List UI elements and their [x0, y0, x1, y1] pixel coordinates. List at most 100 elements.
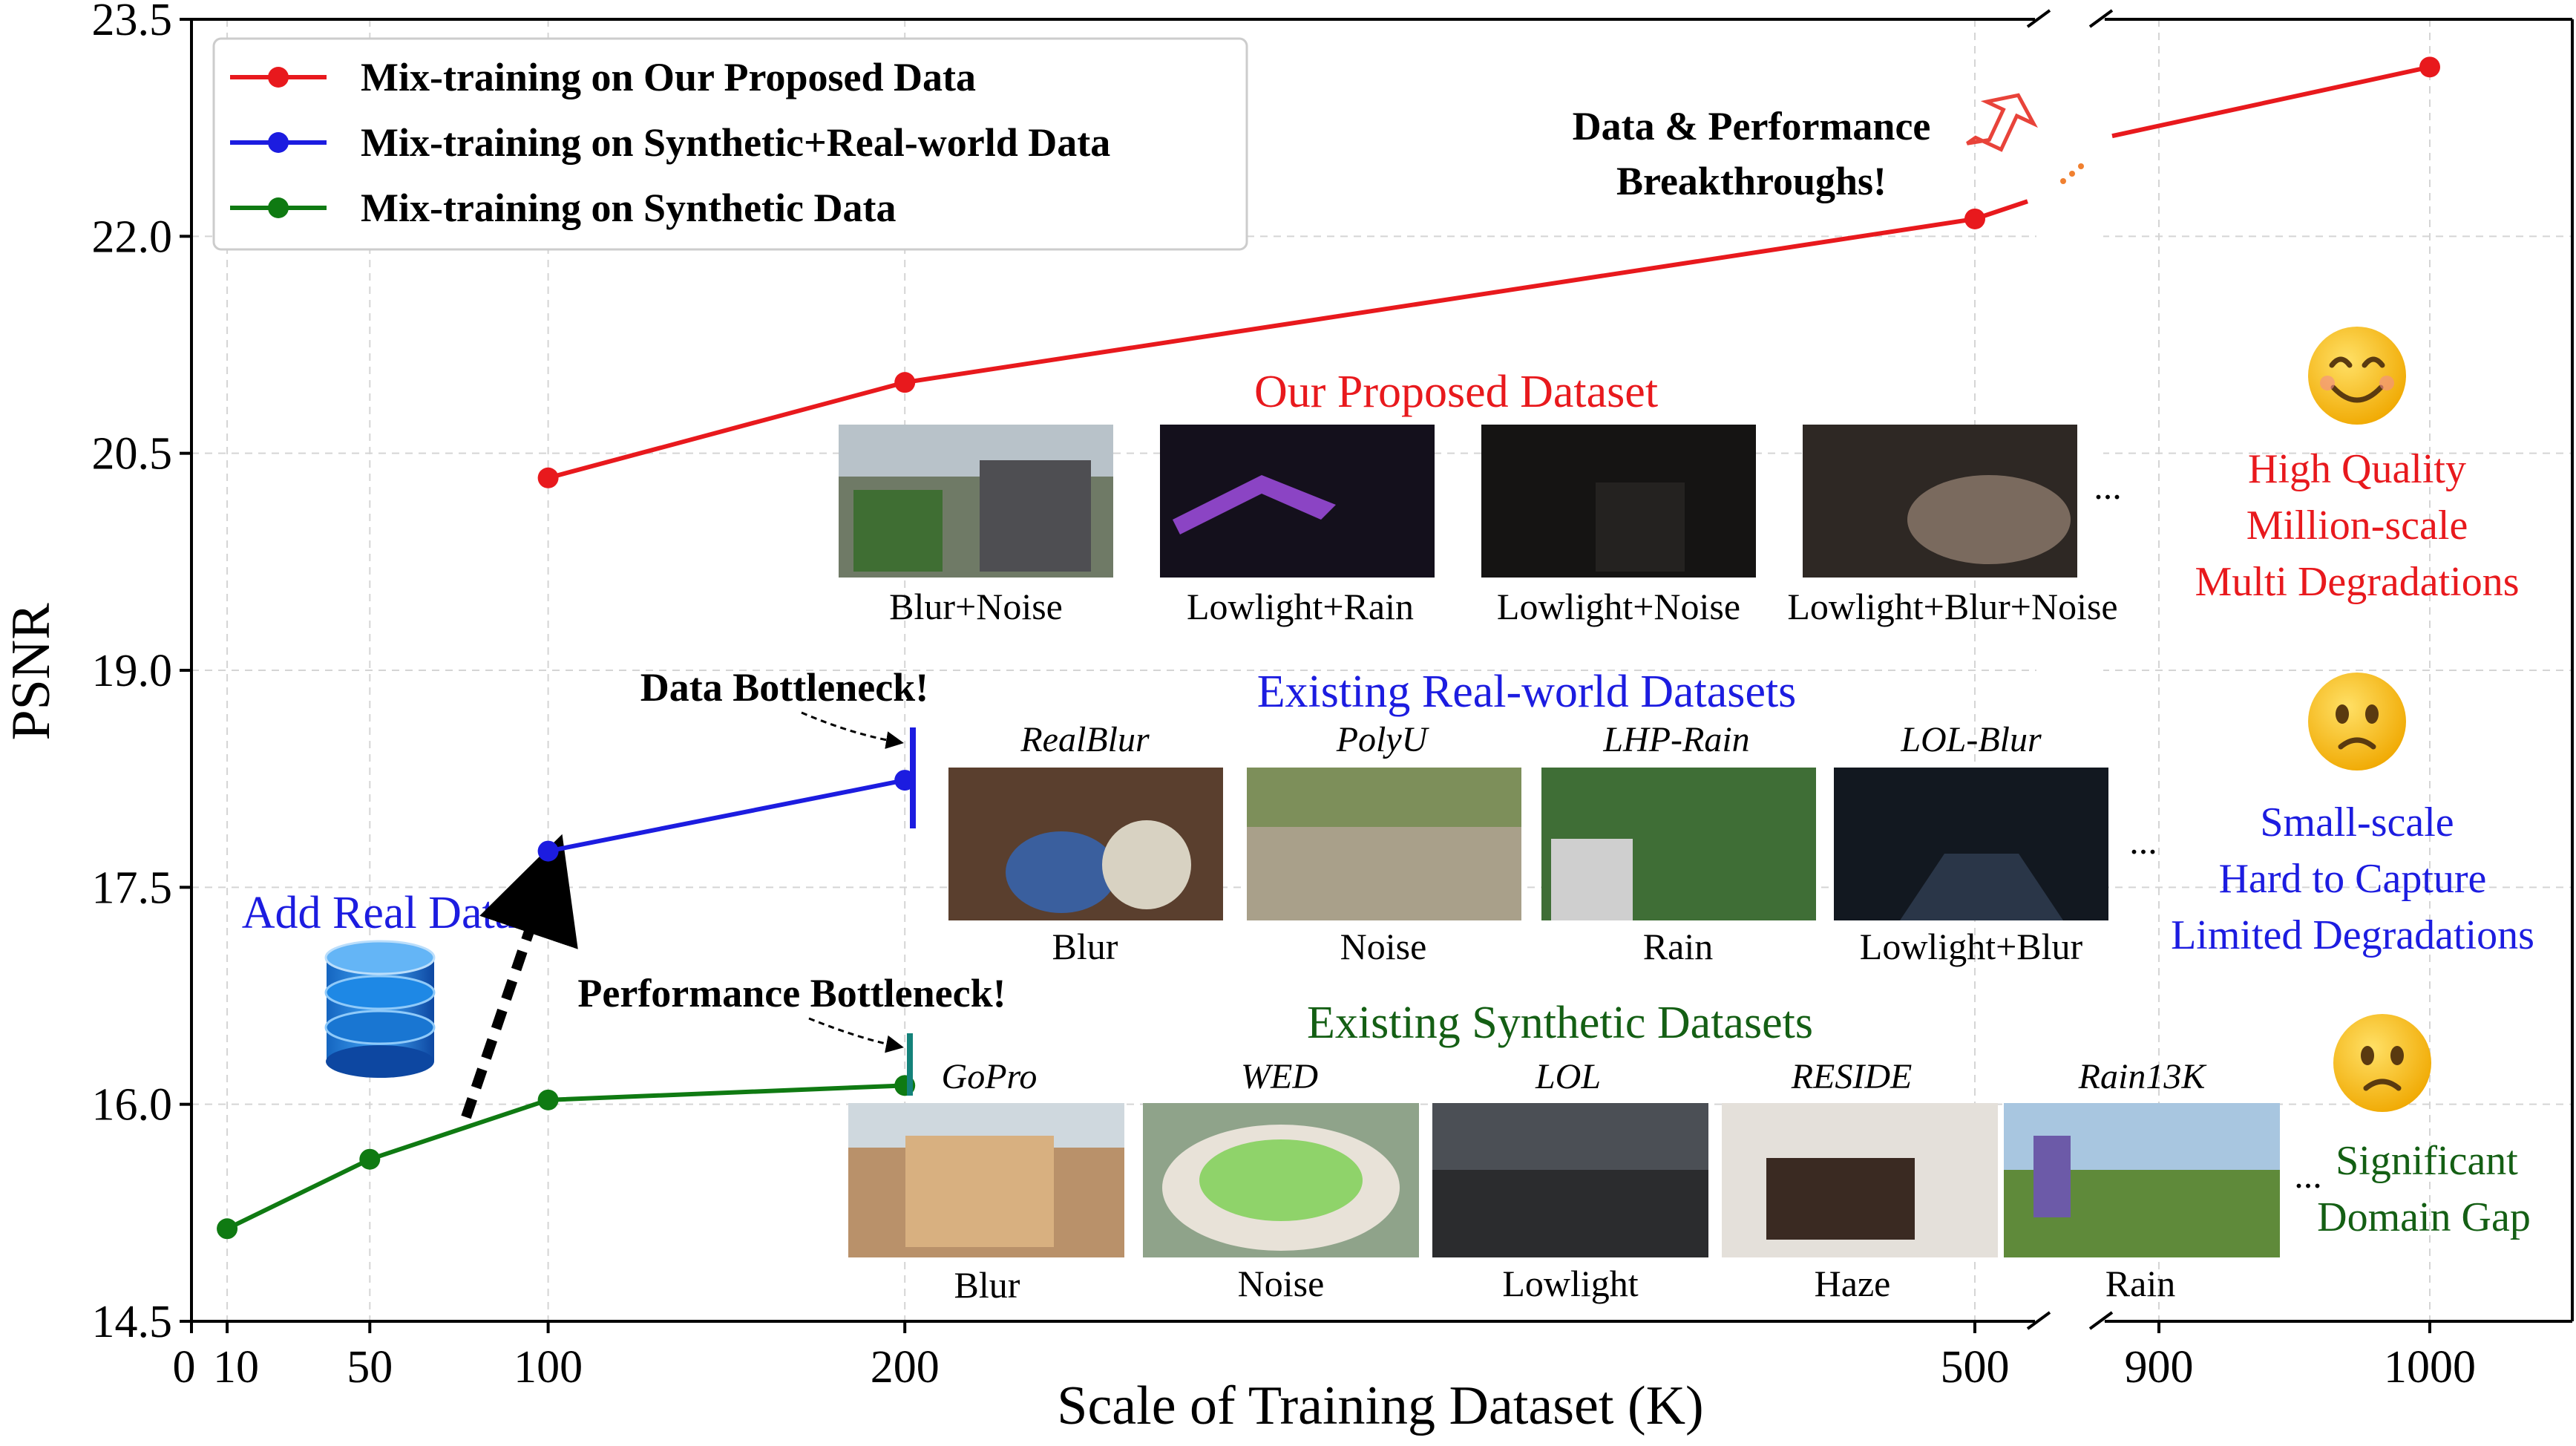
y-ticks: 14.5 16.0 17.5 19.0 20.5 22.0 23.5	[92, 0, 191, 1347]
y-tick-label-3: 19.0	[92, 646, 173, 696]
x-tick-label-2: 50	[347, 1342, 393, 1393]
x-tick-label-0: 0	[173, 1342, 196, 1393]
axis-break-slash-0	[2026, 9, 2051, 28]
y-axis-title: PSNR	[1, 603, 62, 741]
series-layer	[217, 56, 2440, 1240]
x-ticks: 0 10 50 100 200 500 900 1000	[173, 1321, 2476, 1393]
syn-caption-5: Rain	[2105, 1263, 2175, 1304]
x-tick-label-3: 100	[514, 1342, 583, 1393]
series-line-2	[226, 1083, 905, 1231]
legend-marker-2	[268, 197, 289, 218]
legend-marker-0	[268, 67, 289, 88]
real-note-3: Limited Degradations	[2171, 912, 2534, 958]
series-line-1	[548, 778, 905, 854]
series-0-point-0	[537, 467, 559, 488]
real-caption-4: Lowlight+Blur	[1860, 926, 2083, 967]
real-name-3: LHP-Rain	[1602, 720, 1749, 759]
x-tick-label-7: 1000	[2384, 1342, 2476, 1393]
syn-name-5: Rain13K	[2078, 1057, 2208, 1096]
legend-label-0: Mix-training on Our Proposed Data	[361, 55, 976, 99]
syn-caption-1: Blur	[954, 1264, 1020, 1306]
syn-ellipsis: ...	[2294, 1154, 2322, 1196]
proposed-caption-3: Lowlight+Noise	[1497, 586, 1740, 627]
breakthrough-line-1: Data & Performance	[1573, 104, 1931, 148]
y-tick-label-5: 22.0	[92, 212, 173, 262]
add-real-data-arrow	[461, 834, 578, 1119]
smile-emoji-icon	[2308, 327, 2406, 425]
series-line-0-b	[2111, 65, 2431, 139]
axis-break-slash-2	[2026, 1311, 2051, 1330]
syn-caption-4: Haze	[1815, 1263, 1891, 1304]
breakthrough-arrow-icon	[1966, 93, 2038, 152]
series-2-point-2	[537, 1089, 559, 1110]
series-0-point-1	[894, 372, 916, 393]
legend-label-2: Mix-training on Synthetic Data	[361, 186, 897, 230]
annotations: Data & Performance Breakthroughs! Data B…	[242, 93, 2038, 1119]
break-dot-3	[2078, 163, 2084, 169]
real-world-panel-title: Existing Real-world Datasets	[1257, 667, 1797, 717]
legend: Mix-training on Our Proposed Data Mix-tra…	[212, 37, 1248, 251]
real-note-2: Hard to Capture	[2219, 856, 2487, 902]
synthetic-panel-title: Existing Synthetic Datasets	[1307, 998, 1813, 1048]
real-world-panel: Existing Real-world Datasets RealBlur Po…	[948, 667, 2157, 967]
breakthrough-line-2: Breakthroughs!	[1616, 159, 1887, 203]
legend-marker-1	[268, 132, 289, 153]
break-dot-1	[2060, 178, 2066, 184]
x-tick-label-5: 500	[1941, 1342, 2010, 1393]
x-tick-label-6: 900	[2125, 1342, 2194, 1393]
performance-bottleneck-label: Performance Bottleneck!	[577, 971, 1006, 1015]
real-caption-1: Blur	[1052, 926, 1118, 967]
frown-emoji-icon-2	[2333, 1014, 2431, 1112]
data-bottleneck-label: Data Bottleneck!	[640, 665, 928, 710]
proposed-panel: Our Proposed Dataset Blur+Noise Lowlight…	[839, 367, 2122, 627]
legend-label-1: Mix-training on Synthetic+Real-world Dat…	[361, 120, 1110, 165]
real-name-4: LOL-Blur	[1900, 720, 2042, 759]
proposed-panel-title: Our Proposed Dataset	[1254, 367, 1658, 417]
add-real-data-label: Add Real Data	[242, 888, 515, 938]
syn-name-1: GoPro	[942, 1057, 1038, 1096]
real-caption-3: Rain	[1643, 926, 1713, 967]
proposed-note-3: Multi Degradations	[2195, 559, 2519, 605]
series-1-point-0	[537, 840, 559, 862]
frown-emoji-icon	[2308, 673, 2406, 771]
database-icon	[324, 940, 436, 1078]
real-ellipsis: ...	[2129, 820, 2157, 862]
proposed-caption-2: Lowlight+Rain	[1187, 586, 1414, 627]
real-name-1: RealBlur	[1020, 720, 1150, 759]
series-line-0-a	[547, 199, 2028, 480]
x-axis-title: Scale of Training Dataset (K)	[1057, 1375, 1703, 1436]
real-name-2: PolyU	[1336, 720, 1430, 759]
synthetic-note-2: Domain Gap	[2317, 1194, 2531, 1240]
series-2-point-0	[217, 1218, 238, 1240]
proposed-caption-4: Lowlight+Blur+Noise	[1787, 586, 2117, 627]
side-notes: High Quality Million-scale Multi Degrada…	[2171, 327, 2534, 1240]
syn-caption-2: Noise	[1238, 1263, 1325, 1304]
real-caption-2: Noise	[1340, 926, 1427, 967]
syn-caption-3: Lowlight	[1502, 1263, 1638, 1304]
x-tick-label-1: 10	[213, 1342, 259, 1393]
syn-name-4: RESIDE	[1791, 1057, 1913, 1096]
y-tick-label-0: 14.5	[92, 1297, 173, 1347]
synthetic-note-1: Significant	[2336, 1138, 2518, 1184]
proposed-note-1: High Quality	[2248, 446, 2466, 492]
y-tick-label-2: 17.5	[92, 863, 173, 913]
x-tick-label-4: 200	[871, 1342, 940, 1393]
y-tick-label-4: 20.5	[92, 429, 173, 480]
syn-name-3: LOL	[1535, 1057, 1601, 1096]
y-tick-label-1: 16.0	[92, 1080, 173, 1131]
proposed-note-2: Million-scale	[2246, 503, 2468, 549]
break-dot-2	[2069, 171, 2075, 177]
real-note-1: Small-scale	[2260, 799, 2454, 845]
proposed-ellipsis: ...	[2094, 465, 2122, 507]
y-tick-label-6: 23.5	[92, 0, 173, 45]
synthetic-panel: Existing Synthetic Datasets GoPro WED LO…	[848, 998, 2322, 1306]
axis-break-slash-1	[2088, 9, 2114, 28]
series-0-point-2	[1964, 208, 1985, 229]
series-2-point-1	[359, 1148, 381, 1170]
axis-break-slash-3	[2088, 1311, 2114, 1330]
series-0-point-3	[2419, 56, 2440, 78]
syn-name-2: WED	[1241, 1057, 1318, 1096]
legend-box	[212, 37, 1248, 251]
proposed-caption-1: Blur+Noise	[889, 586, 1063, 627]
